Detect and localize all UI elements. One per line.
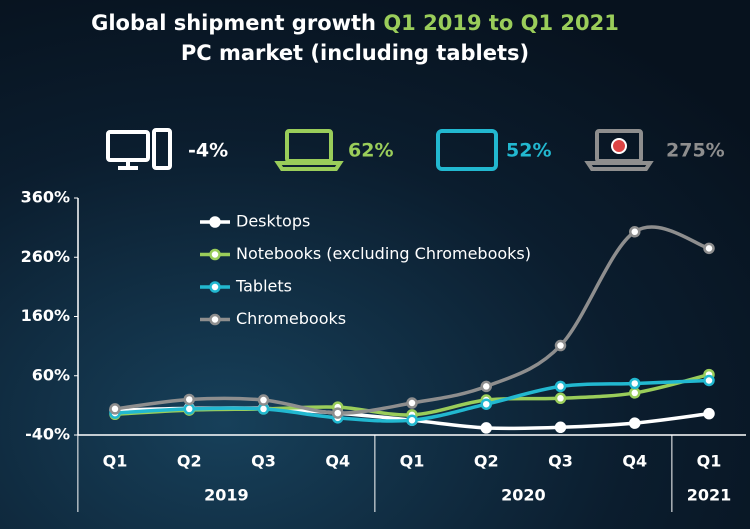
x-tick-label: Q2	[177, 452, 202, 471]
y-tick-label: 360%	[21, 188, 70, 207]
x-tick-label: Q1	[400, 452, 425, 471]
x-tick-label: Q1	[697, 452, 722, 471]
y-tick-label: 260%	[21, 247, 70, 266]
legend-label: Desktops	[236, 212, 310, 231]
x-tick-label: Q4	[325, 452, 350, 471]
data-point	[629, 417, 641, 429]
title-prefix: Global shipment growth	[91, 11, 376, 35]
highlight-value: 52%	[506, 140, 551, 162]
legend-label: Chromebooks	[236, 309, 346, 328]
legend-label: Tablets	[235, 277, 292, 296]
data-point	[703, 242, 715, 255]
x-tick-label: Q2	[474, 452, 499, 471]
y-tick-label: 160%	[21, 306, 70, 325]
highlight-value: 275%	[666, 140, 725, 162]
data-point	[406, 397, 418, 409]
legend-marker	[209, 313, 221, 326]
data-point	[332, 407, 344, 419]
chart-title: Global shipment growth Q1 2019 to Q1 202…	[91, 11, 619, 35]
y-tick-label: -40%	[25, 425, 70, 444]
data-point	[703, 407, 715, 420]
highlight-value: 62%	[348, 140, 393, 162]
data-point	[554, 392, 567, 405]
data-point	[183, 403, 195, 415]
x-group-label: 2021	[687, 486, 732, 505]
legend-marker	[209, 281, 221, 293]
legend-marker	[209, 216, 221, 228]
desktop-icon	[106, 128, 172, 170]
data-point	[257, 394, 270, 406]
data-point	[109, 403, 121, 415]
chart-subtitle: PC market (including tablets)	[181, 41, 529, 65]
data-point	[406, 414, 418, 426]
data-point	[554, 380, 567, 393]
data-point	[480, 422, 492, 434]
data-point	[629, 226, 641, 238]
title-highlight: Q1 2019 to Q1 2021	[383, 11, 619, 35]
series-line	[114, 225, 710, 415]
x-tick-label: Q3	[251, 452, 276, 471]
x-tick-label: Q3	[548, 452, 573, 471]
highlight-value: -4%	[188, 140, 228, 162]
data-point	[480, 398, 492, 410]
legend-label: Notebooks (excluding Chromebooks)	[236, 244, 531, 263]
x-tick-label: Q1	[103, 452, 128, 471]
tablet-icon	[436, 129, 498, 171]
data-point	[480, 380, 492, 393]
x-group-label: 2020	[501, 486, 546, 505]
notebook-icon	[274, 129, 344, 171]
y-tick-label: 60%	[32, 365, 70, 384]
legend-marker	[209, 248, 221, 261]
data-point	[554, 421, 567, 434]
x-tick-label: Q4	[622, 452, 647, 471]
data-point	[629, 387, 641, 399]
chromebook-icon	[584, 129, 654, 171]
data-point	[703, 374, 715, 387]
x-group-label: 2019	[204, 486, 249, 505]
data-point	[183, 393, 195, 406]
data-point	[629, 377, 641, 390]
data-point	[554, 339, 567, 352]
